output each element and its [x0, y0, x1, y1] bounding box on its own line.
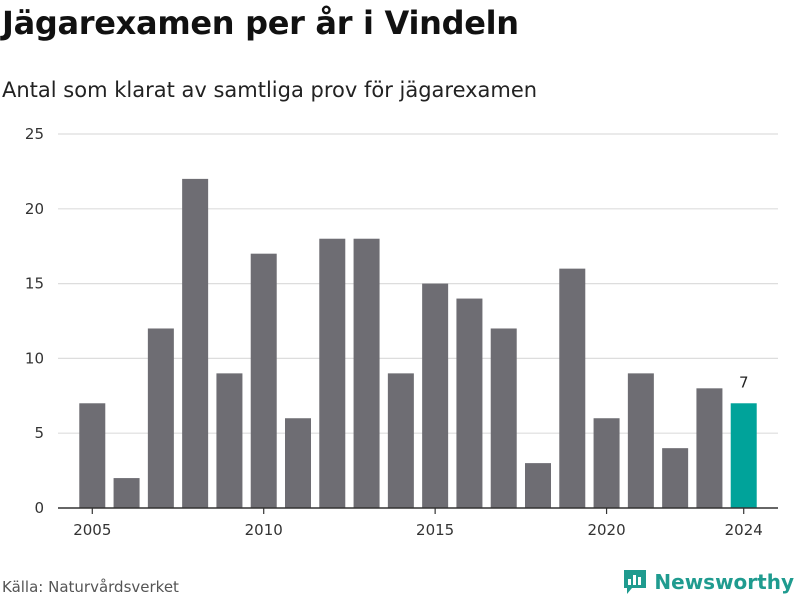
brand-logo: Newsworthy: [622, 568, 794, 596]
bar: [216, 373, 243, 508]
bar: [147, 328, 174, 508]
chart-subtitle: Antal som klarat av samtliga prov för jä…: [2, 78, 538, 102]
bar: [456, 298, 483, 508]
y-tick-label: 20: [25, 200, 44, 218]
bar: [319, 238, 346, 508]
bar: [387, 373, 414, 508]
x-tick-label: 2015: [416, 521, 454, 539]
y-tick-label: 25: [25, 125, 44, 143]
bar-chart: 0 5 10 15 20 25 2005 2010 2015 2020 2024 7: [25, 125, 778, 539]
bar: [353, 238, 380, 508]
data-label: 7: [739, 373, 749, 391]
bar: [422, 283, 449, 508]
bar: [79, 403, 106, 508]
bar: [559, 268, 586, 508]
bar: [182, 178, 209, 508]
bar: [490, 328, 517, 508]
bar: [593, 418, 620, 508]
y-tick-label: 10: [25, 349, 44, 367]
bar: [250, 253, 277, 508]
bar: [525, 463, 551, 508]
bar: [285, 418, 311, 508]
bar: [730, 403, 757, 508]
y-tick-label: 5: [34, 424, 44, 442]
bar: [696, 388, 723, 508]
y-tick-label: 0: [34, 499, 44, 517]
bar-chart-logo-icon: [624, 570, 647, 594]
x-tick-label: 2010: [245, 521, 283, 539]
x-tick-label: 2024: [725, 521, 763, 539]
bar: [662, 448, 689, 508]
chart-title: Jägarexamen per år i Vindeln: [2, 4, 519, 42]
bar: [113, 478, 140, 508]
source-note: Källa: Naturvårdsverket: [2, 578, 179, 596]
y-tick-label: 15: [25, 275, 44, 293]
x-tick-label: 2020: [587, 521, 625, 539]
bar: [627, 373, 654, 508]
brand-name: Newsworthy: [654, 570, 794, 594]
x-tick-label: 2005: [73, 521, 111, 539]
